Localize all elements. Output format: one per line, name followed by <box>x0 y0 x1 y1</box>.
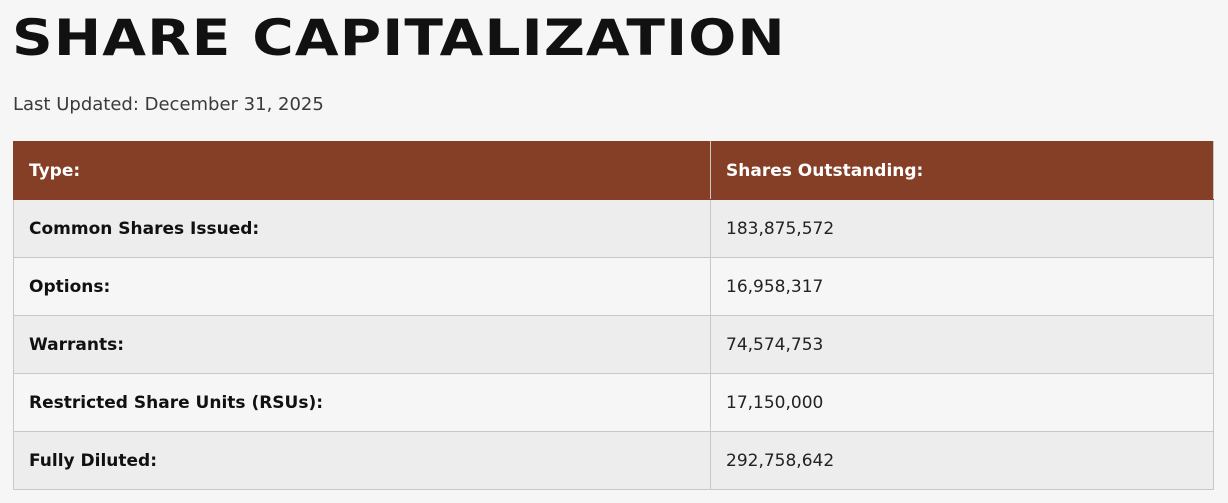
row-shares-value: 292,758,642 <box>710 431 1214 490</box>
row-shares-value: 74,574,753 <box>710 315 1214 374</box>
column-header-type: Type: <box>13 141 711 200</box>
table-header-row: Type: Shares Outstanding: <box>13 141 1214 200</box>
row-type-label: Fully Diluted: <box>13 431 711 490</box>
row-type-label: Common Shares Issued: <box>13 199 711 258</box>
page-title: SHARE CAPITALIZATION <box>12 9 786 67</box>
table-header: Type: Shares Outstanding: <box>13 141 1214 200</box>
table-body: Common Shares Issued: 183,875,572 Option… <box>13 199 1214 490</box>
table-row: Warrants: 74,574,753 <box>13 315 1214 374</box>
share-capitalization-table: Type: Shares Outstanding: Common Shares … <box>13 141 1214 490</box>
row-type-label: Options: <box>13 257 711 316</box>
row-shares-value: 17,150,000 <box>710 373 1214 432</box>
last-updated-text: Last Updated: December 31, 2025 <box>13 94 324 115</box>
column-header-shares-outstanding: Shares Outstanding: <box>710 141 1214 200</box>
row-type-label: Warrants: <box>13 315 711 374</box>
table-row: Common Shares Issued: 183,875,572 <box>13 199 1214 258</box>
row-shares-value: 183,875,572 <box>710 199 1214 258</box>
table-row: Fully Diluted: 292,758,642 <box>13 431 1214 490</box>
table-row: Restricted Share Units (RSUs): 17,150,00… <box>13 373 1214 432</box>
table-row: Options: 16,958,317 <box>13 257 1214 316</box>
row-type-label: Restricted Share Units (RSUs): <box>13 373 711 432</box>
row-shares-value: 16,958,317 <box>710 257 1214 316</box>
